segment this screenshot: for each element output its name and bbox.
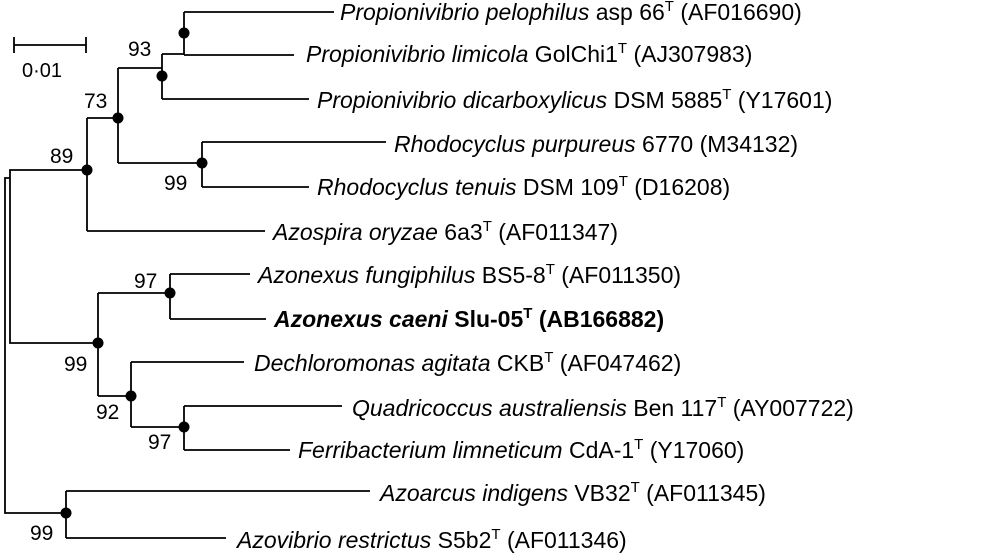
taxon-species-name: Propionivibrio pelophilus: [340, 0, 590, 25]
node-dot: [92, 337, 104, 349]
taxon-species-name: Azovibrio restrictus: [235, 527, 432, 553]
type-strain-marker: T: [634, 436, 643, 453]
taxon-label: Propionivibrio limicola GolChi1T (AJ3079…: [306, 40, 752, 67]
node-dot: [164, 287, 176, 299]
taxon-accession: (Y17060): [643, 437, 744, 463]
taxon-accession: (AF011346): [501, 527, 627, 553]
bootstrap-label: 97: [148, 431, 171, 454]
taxon-accession: (M34132): [693, 131, 798, 157]
node-markers: [60, 27, 208, 519]
taxon-strain: DSM 5885: [607, 87, 722, 113]
taxon-label: Rhodocyclus tenuis DSM 109T (D16208): [317, 173, 730, 200]
bootstrap-label: 93: [128, 38, 151, 61]
taxon-strain: Ben 117: [627, 395, 717, 421]
taxon-accession: (AF016690): [674, 0, 802, 25]
taxon-label: Ferribacterium limneticum CdA-1T (Y17060…: [298, 436, 744, 463]
type-strain-marker: T: [665, 0, 674, 15]
scale-bar: 0·01: [13, 37, 87, 82]
taxon-accession: (AF047462): [553, 350, 681, 376]
taxon-label: Azonexus caeni Slu-05T (AB166882): [273, 305, 664, 332]
taxon-species-name: Azonexus fungiphilus: [256, 262, 476, 288]
type-strain-marker: T: [618, 40, 627, 57]
taxon-label: Azovibrio restrictus S5b2T (AF011346): [235, 526, 627, 553]
taxon-strain: GolChi1: [528, 41, 617, 67]
type-strain-marker: T: [631, 479, 640, 496]
node-dot: [81, 164, 93, 176]
bootstrap-label: 89: [50, 145, 73, 168]
taxon-label: Quadricoccus australiensis Ben 117T (AY0…: [352, 394, 854, 421]
type-strain-marker: T: [491, 526, 500, 543]
scale-bar-label: 0·01: [22, 60, 62, 82]
taxon-species-name: Azonexus caeni: [273, 306, 448, 332]
type-strain-marker: T: [546, 261, 555, 278]
taxon-species-name: Dechloromonas agitata: [254, 350, 491, 376]
type-strain-marker: T: [722, 86, 731, 103]
taxon-species-name: Propionivibrio limicola: [306, 41, 528, 67]
taxon-strain: 6a3: [438, 219, 483, 245]
taxon-strain: S5b2: [431, 527, 491, 553]
tree-branches: [4, 11, 386, 539]
taxon-species-name: Ferribacterium limneticum: [298, 437, 563, 463]
taxon-species-name: Azospira oryzae: [271, 219, 438, 245]
taxon-species-name: Rhodocyclus tenuis: [317, 174, 517, 200]
taxon-species-name: Propionivibrio dicarboxylicus: [317, 87, 608, 113]
branch-root-upper-stem: [9, 178, 98, 344]
taxon-species-name: Quadricoccus australiensis: [352, 395, 627, 421]
bootstrap-label: 99: [30, 522, 53, 545]
taxon-strain: DSM 109: [516, 174, 618, 200]
taxon-label: Dechloromonas agitata CKBT (AF047462): [254, 349, 681, 376]
taxon-accession: (AY007722): [726, 395, 853, 421]
taxon-strain: asp 66: [589, 0, 664, 25]
node-dot: [178, 421, 190, 433]
node-dot: [125, 390, 137, 402]
bootstrap-label: 97: [134, 270, 157, 293]
bootstrap-values: 93 73 99 89 97 99 92 97 99: [30, 38, 187, 545]
taxon-label: Propionivibrio pelophilus asp 66T (AF016…: [340, 0, 802, 25]
node-dot: [178, 27, 190, 39]
bootstrap-label: 92: [96, 401, 119, 424]
taxon-species-name: Rhodocyclus purpureus: [394, 131, 636, 157]
taxon-accession: (AF011347): [492, 219, 618, 245]
taxon-strain: CdA-1: [563, 437, 635, 463]
taxon-strain: CKB: [491, 350, 545, 376]
taxon-accession: (AF011350): [555, 262, 681, 288]
taxon-accession: (AF011345): [640, 480, 766, 506]
bootstrap-label: 73: [84, 90, 107, 113]
node-dot: [112, 112, 124, 124]
taxon-labels: Propionivibrio pelophilus asp 66T (AF016…: [235, 0, 854, 553]
taxon-accession: (Y17601): [731, 87, 832, 113]
type-strain-marker: T: [483, 218, 492, 235]
taxon-label: Propionivibrio dicarboxylicus DSM 5885T …: [317, 86, 832, 113]
taxon-strain: BS5-8: [475, 262, 545, 288]
taxon-accession: (AB166882): [532, 306, 664, 332]
node-dot: [156, 70, 168, 82]
taxon-species-name: Azoarcus indigens: [378, 480, 568, 506]
type-strain-marker: T: [523, 305, 532, 322]
taxon-strain: Slu-05: [448, 306, 524, 332]
node-dot: [196, 157, 208, 169]
branch-root: [4, 177, 10, 514]
bootstrap-label: 99: [64, 353, 87, 376]
taxon-strain: 6770: [636, 131, 694, 157]
type-strain-marker: T: [717, 394, 726, 411]
branch-root-upper: [9, 169, 40, 178]
type-strain-marker: T: [544, 349, 553, 366]
type-strain-marker: T: [619, 173, 628, 190]
node-dot: [60, 507, 72, 519]
taxon-label: Azonexus fungiphilus BS5-8T (AF011350): [256, 261, 681, 288]
taxon-strain: VB32: [568, 480, 631, 506]
bootstrap-label: 99: [164, 172, 187, 195]
taxon-label: Rhodocyclus purpureus 6770 (M34132): [394, 131, 798, 157]
taxon-label: Azospira oryzae 6a3T (AF011347): [271, 218, 618, 245]
taxon-accession: (AJ307983): [627, 41, 752, 67]
taxon-label: Azoarcus indigens VB32T (AF011345): [378, 479, 766, 506]
taxon-accession: (D16208): [628, 174, 730, 200]
